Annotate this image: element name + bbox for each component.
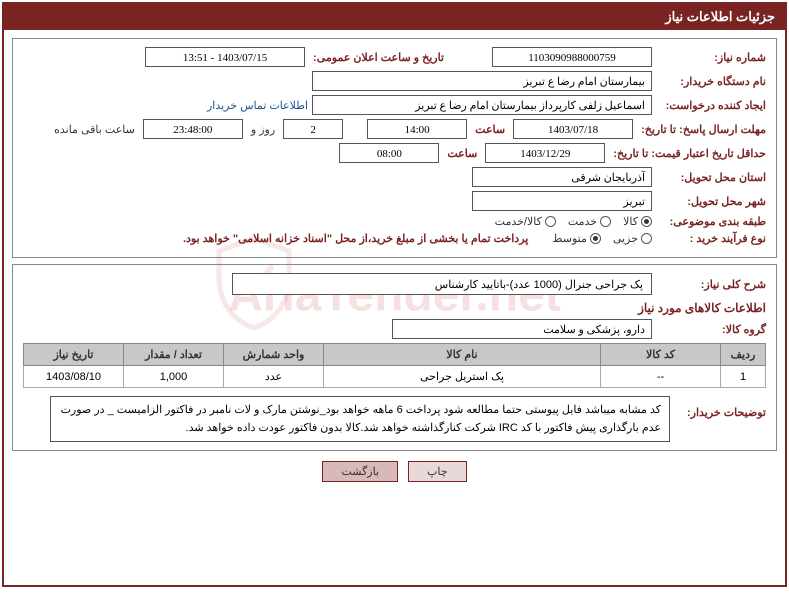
cell-row: 1 xyxy=(721,366,766,388)
cell-name: پک استریل جراحی xyxy=(324,366,601,388)
validity-label: حداقل تاریخ اعتبار قیمت: تا تاریخ: xyxy=(609,147,766,160)
buyer-notes-field: کد مشابه میباشد فایل پیوستی حتما مطالعه … xyxy=(50,396,670,442)
page-title: جزئیات اطلاعات نیاز xyxy=(4,4,785,30)
requester-field: اسماعیل زلفی کارپرداز بیمارستان امام رضا… xyxy=(312,95,652,115)
deadline-label: مهلت ارسال پاسخ: تا تاریخ: xyxy=(637,123,766,136)
table-header-row: ردیف کد کالا نام کالا واحد شمارش تعداد /… xyxy=(24,344,766,366)
process-radio-group: جزیی متوسط xyxy=(552,232,652,245)
goods-info-title: اطلاعات کالاهای مورد نیاز xyxy=(23,301,766,315)
buyer-contact-link[interactable]: اطلاعات تماس خریدار xyxy=(207,99,308,112)
radio-service[interactable]: خدمت xyxy=(568,215,611,228)
summary-field: پک جراحی جنرال (1000 عدد)-باتایید کارشنا… xyxy=(232,273,652,295)
radio-small[interactable]: جزیی xyxy=(613,232,652,245)
announce-field: 1403/07/15 - 13:51 xyxy=(145,47,305,67)
col-date: تاریخ نیاز xyxy=(24,344,124,366)
cell-unit: عدد xyxy=(224,366,324,388)
buyer-org-label: نام دستگاه خریدار: xyxy=(656,75,766,88)
validity-date-field: 1403/12/29 xyxy=(485,143,605,163)
cell-code: -- xyxy=(601,366,721,388)
need-number-field: 1103090988000759 xyxy=(492,47,652,67)
deadline-hour-field: 14:00 xyxy=(367,119,467,139)
group-label: گروه کالا: xyxy=(656,323,766,336)
announce-label: تاریخ و ساعت اعلان عمومی: xyxy=(309,51,448,64)
validity-hour-field: 08:00 xyxy=(339,143,439,163)
radio-medium[interactable]: متوسط xyxy=(552,232,601,245)
province-label: استان محل تحویل: xyxy=(656,171,766,184)
cell-qty: 1,000 xyxy=(124,366,224,388)
category-label: طبقه بندی موضوعی: xyxy=(656,215,766,228)
time-remaining-field: 23:48:00 xyxy=(143,119,243,139)
category-radio-group: کالا خدمت کالا/خدمت xyxy=(495,215,652,228)
remaining-word: ساعت باقی مانده xyxy=(50,123,139,136)
city-label: شهر محل تحویل: xyxy=(656,195,766,208)
col-qty: تعداد / مقدار xyxy=(124,344,224,366)
back-button[interactable]: بازگشت xyxy=(322,461,398,482)
col-code: کد کالا xyxy=(601,344,721,366)
cell-date: 1403/08/10 xyxy=(24,366,124,388)
col-name: نام کالا xyxy=(324,344,601,366)
process-label: نوع فرآیند خرید : xyxy=(656,232,766,245)
hour-label-1: ساعت xyxy=(471,123,509,136)
goods-table: ردیف کد کالا نام کالا واحد شمارش تعداد /… xyxy=(23,343,766,388)
process-note: پرداخت تمام یا بخشی از مبلغ خرید،از محل … xyxy=(183,232,528,245)
buyer-org-field: بیمارستان امام رضا ع تبریز xyxy=(312,71,652,91)
main-info-panel: شماره نیاز: 1103090988000759 تاریخ و ساع… xyxy=(12,38,777,258)
group-field: دارو، پزشکی و سلامت xyxy=(392,319,652,339)
print-button[interactable]: چاپ xyxy=(408,461,467,482)
days-word: روز و xyxy=(247,123,279,136)
requester-label: ایجاد کننده درخواست: xyxy=(656,99,766,112)
days-remaining-field: 2 xyxy=(283,119,343,139)
buyer-notes-label: توضیحات خریدار: xyxy=(676,406,766,419)
need-number-label: شماره نیاز: xyxy=(656,51,766,64)
radio-goods[interactable]: کالا xyxy=(623,215,652,228)
hour-label-2: ساعت xyxy=(443,147,481,160)
goods-panel: شرح کلی نیاز: پک جراحی جنرال (1000 عدد)-… xyxy=(12,264,777,451)
province-field: آذربایجان شرقی xyxy=(472,167,652,187)
col-unit: واحد شمارش xyxy=(224,344,324,366)
col-row: ردیف xyxy=(721,344,766,366)
summary-label: شرح کلی نیاز: xyxy=(656,278,766,291)
radio-both[interactable]: کالا/خدمت xyxy=(495,215,556,228)
table-row: 1 -- پک استریل جراحی عدد 1,000 1403/08/1… xyxy=(24,366,766,388)
city-field: تبریز xyxy=(472,191,652,211)
deadline-date-field: 1403/07/18 xyxy=(513,119,633,139)
